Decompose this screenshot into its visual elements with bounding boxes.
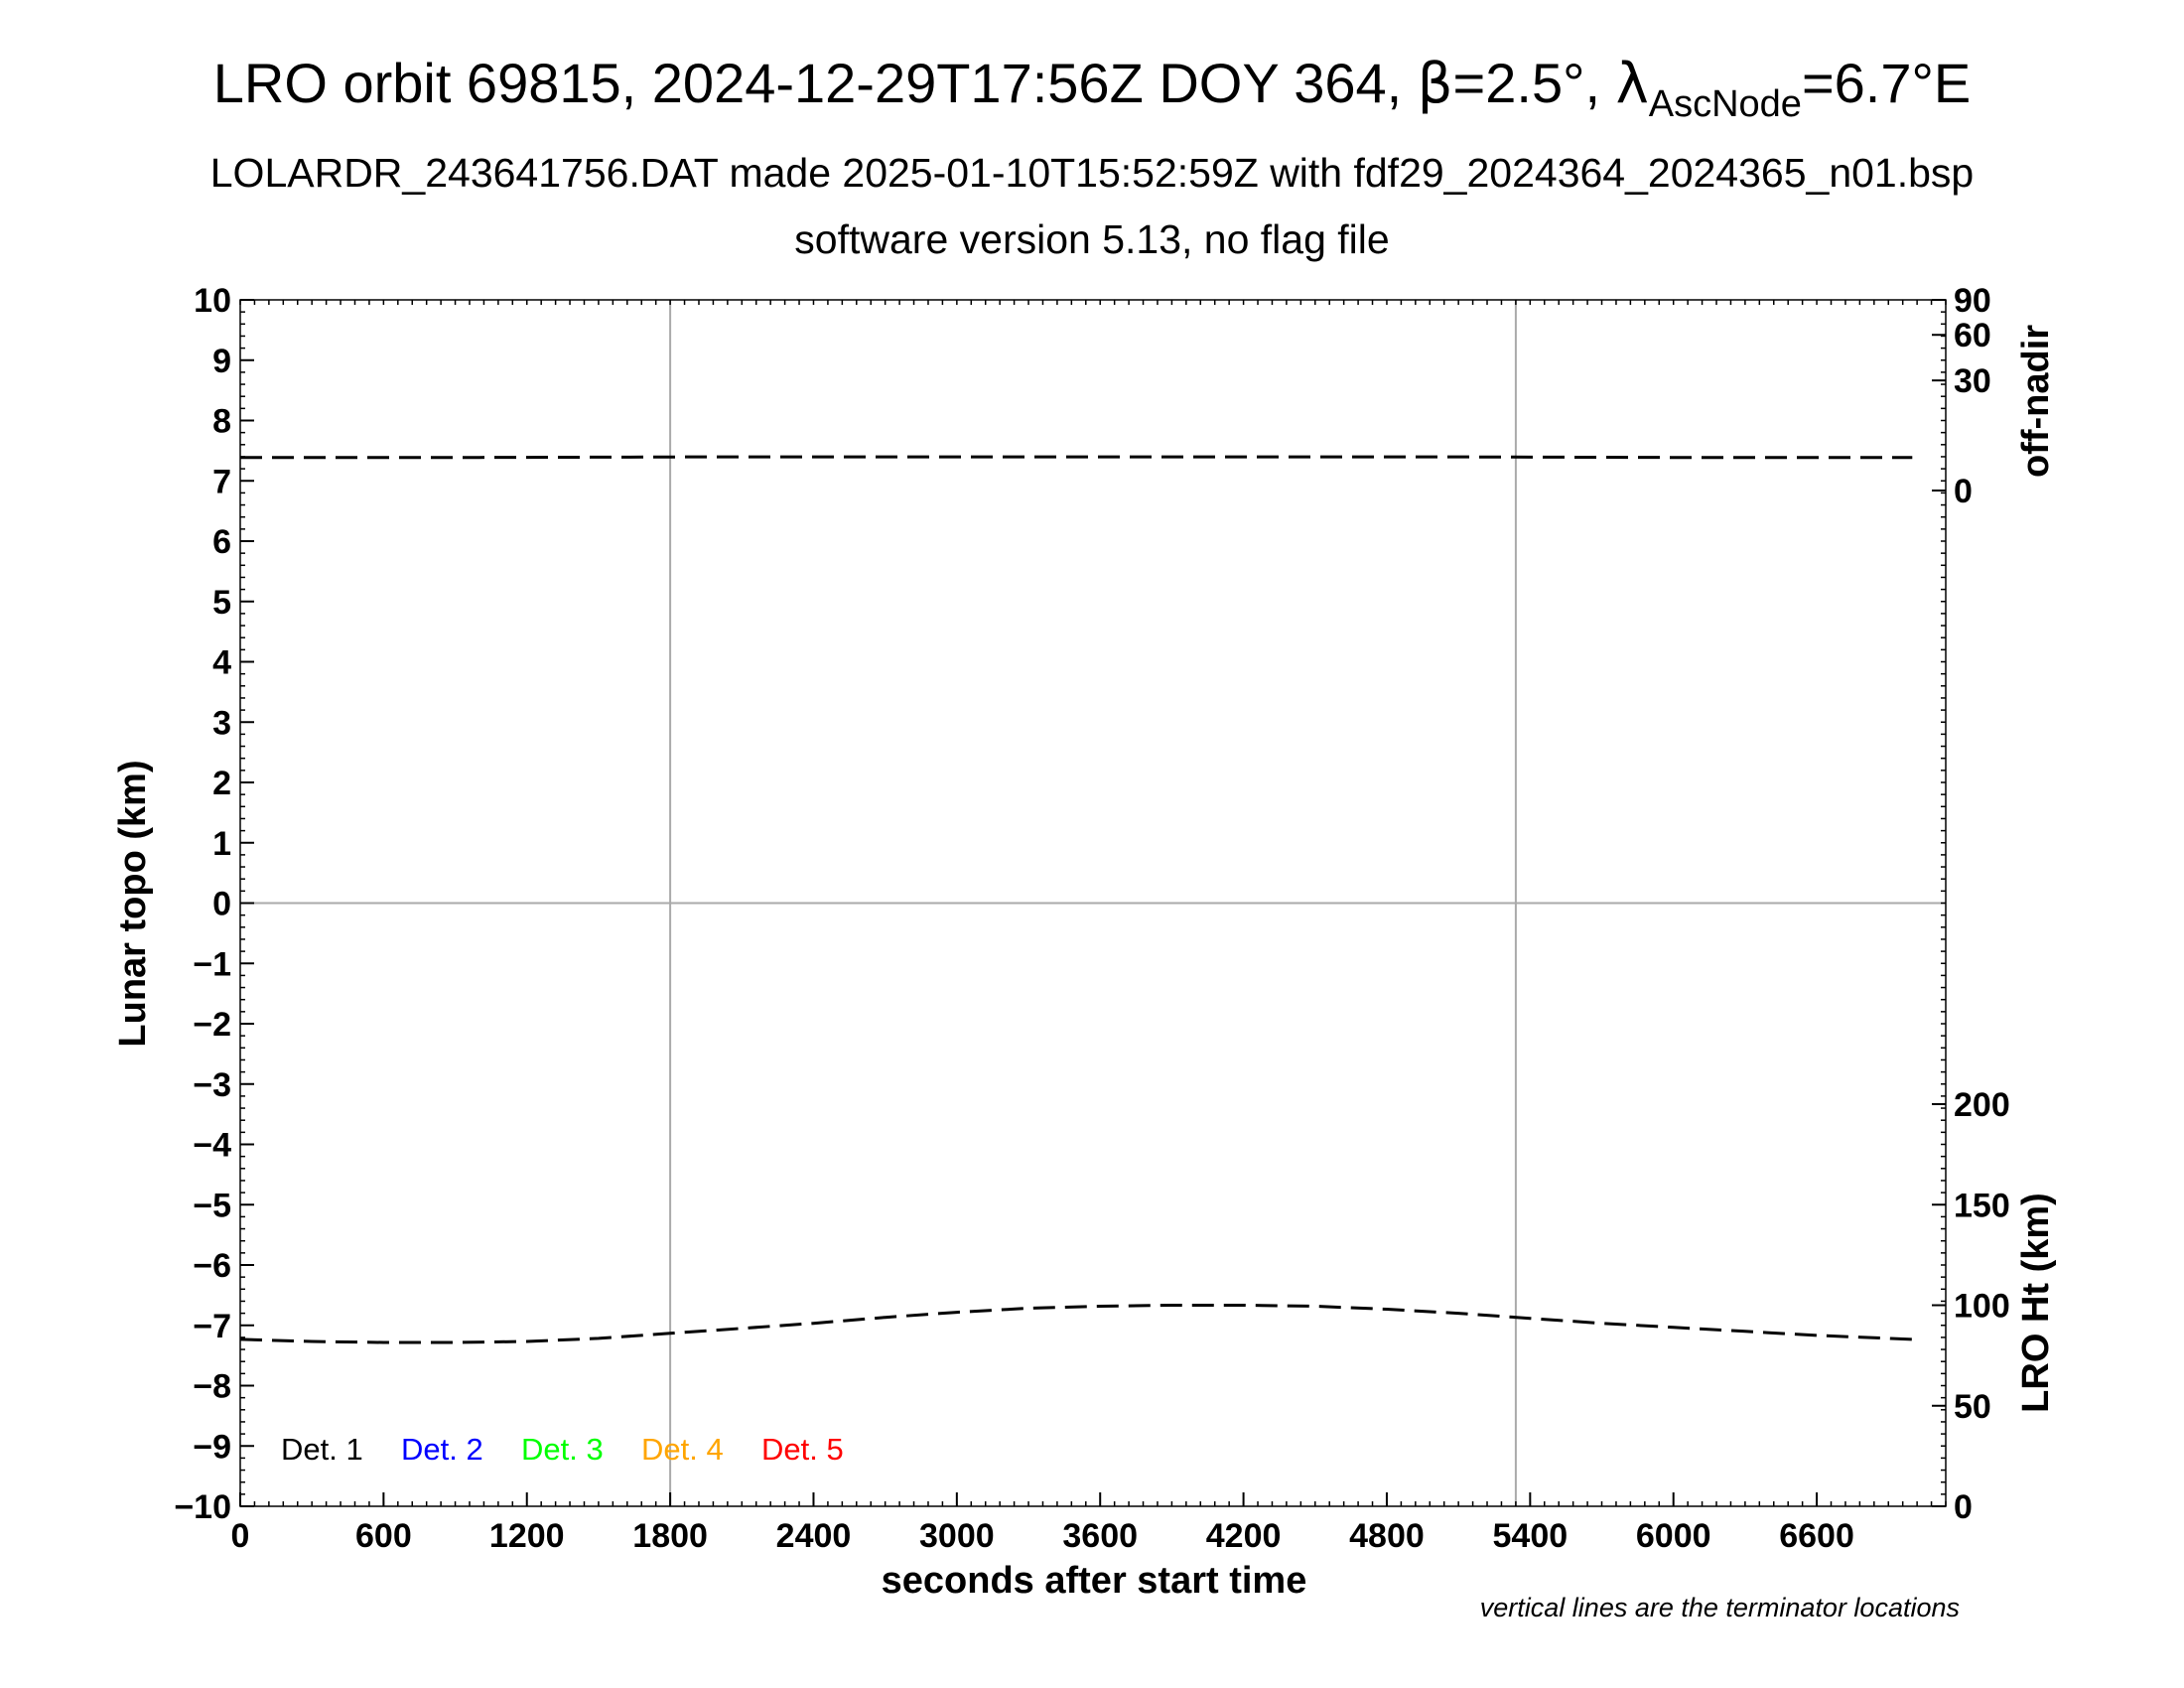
off-nadir-line: [240, 455, 1913, 460]
lro-height-axis-label: LRO Ht (km): [2015, 1193, 2057, 1413]
lro-height-line: [239, 1304, 1913, 1344]
chart-subtitle-2: software version 5.13, no flag file: [794, 216, 1389, 262]
off-nadir-axis-label: off-nadir: [2015, 325, 2057, 478]
x-tick-label: 1800: [632, 1517, 708, 1555]
y-tick-label: 6: [212, 523, 231, 561]
x-tick-label: 2400: [776, 1517, 852, 1555]
lro-height-tick-label: 100: [1954, 1288, 2010, 1326]
y-tick-label: −9: [193, 1428, 231, 1466]
x-tick-label: 1200: [489, 1517, 565, 1555]
y-tick-label: 4: [212, 644, 231, 682]
y-tick-label: −3: [193, 1066, 231, 1104]
y-tick-label: 2: [212, 765, 231, 802]
legend-item: Det. 5: [761, 1432, 844, 1467]
lro-height-tick-label: 0: [1954, 1488, 1973, 1526]
y-tick-label: −6: [193, 1247, 231, 1285]
data-series: [239, 455, 1913, 1344]
y-tick-label: −8: [193, 1368, 231, 1406]
x-tick-label: 6600: [1779, 1517, 1854, 1555]
footnote: vertical lines are the terminator locati…: [1480, 1593, 1960, 1622]
x-tick-label: 3600: [1062, 1517, 1138, 1555]
y-tick-label: −1: [193, 945, 231, 983]
lro-height-tick-label: 150: [1954, 1187, 2010, 1224]
y-tick-label: 5: [212, 584, 231, 622]
y-tick-label: −4: [193, 1127, 231, 1165]
x-axis-ticks: 0 600 1200 1800 2400 3000 3600 4200 4800 5400 6000…: [231, 1492, 1854, 1555]
x-tick-label: 6000: [1636, 1517, 1711, 1555]
legend-item: Det. 2: [401, 1432, 483, 1467]
lro-height-tick-label: 200: [1954, 1086, 2010, 1124]
y-tick-label: 8: [212, 403, 231, 441]
y-tick-label: −7: [193, 1308, 231, 1345]
y-tick-label: −5: [193, 1187, 231, 1224]
y-tick-label: 7: [212, 463, 231, 500]
y-tick-label: −10: [174, 1488, 231, 1526]
y-tick-label: 10: [194, 282, 231, 320]
y-tick-label: 0: [212, 886, 231, 923]
lro-height-tick-label: 50: [1954, 1388, 1991, 1426]
x-tick-label: 4800: [1349, 1517, 1425, 1555]
x-tick-label: 5400: [1493, 1517, 1569, 1555]
off-nadir-tick-label: 0: [1954, 473, 1973, 510]
y-tick-label: 3: [212, 704, 231, 742]
legend-item: Det. 1: [281, 1432, 363, 1467]
minor-ticks: [239, 299, 1947, 1507]
x-tick-label: 600: [355, 1517, 412, 1555]
y-tick-label: −2: [193, 1006, 231, 1044]
y-axis-label: Lunar topo (km): [112, 760, 154, 1047]
chart-subtitle: LOLARDR_243641756.DAT made 2025-01-10T15…: [210, 150, 1974, 196]
legend: Det. 1 Det. 2 Det. 3 Det. 4 Det. 5: [281, 1432, 844, 1467]
x-tick-label: 4200: [1206, 1517, 1282, 1555]
off-nadir-tick-label: 30: [1954, 362, 1991, 400]
x-tick-label: 3000: [919, 1517, 995, 1555]
grid-lines: [240, 300, 1946, 1506]
legend-item: Det. 4: [641, 1432, 724, 1467]
off-nadir-tick-label: 60: [1954, 317, 1991, 354]
chart-title: LRO orbit 69815, 2024-12-29T17:56Z DOY 3…: [213, 52, 1972, 125]
off-nadir-tick-label: 90: [1954, 282, 1991, 320]
x-axis-label: seconds after start time: [882, 1560, 1307, 1602]
legend-item: Det. 3: [521, 1432, 604, 1467]
y-tick-label: 1: [212, 825, 231, 863]
x-tick-label: 0: [231, 1517, 250, 1555]
y-tick-label: 9: [212, 343, 231, 380]
